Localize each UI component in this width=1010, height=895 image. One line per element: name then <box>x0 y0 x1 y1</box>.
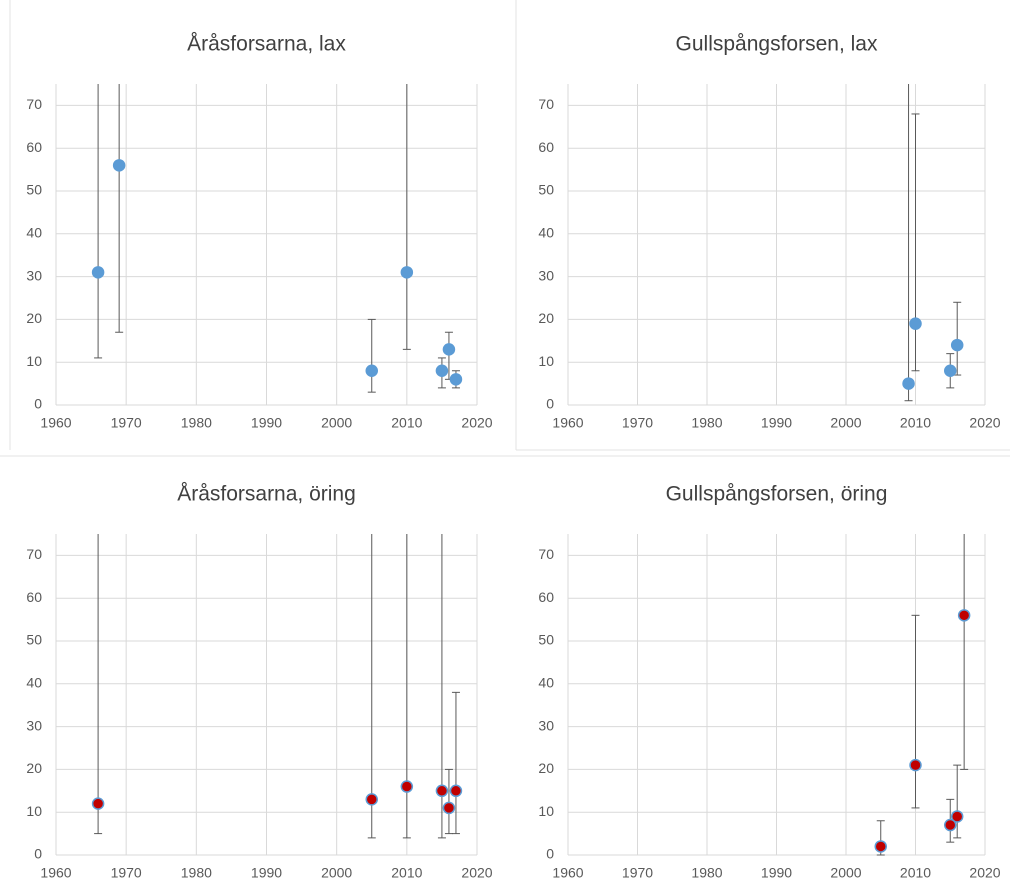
y-tick-label: 10 <box>26 353 42 369</box>
x-tick-label: 1970 <box>622 865 653 881</box>
chart-title: Gullspångsforsen, lax <box>676 33 878 56</box>
y-tick-label: 50 <box>538 632 554 648</box>
y-tick-label: 70 <box>538 546 554 562</box>
error-bars <box>876 534 969 856</box>
y-tick-label: 0 <box>34 396 42 412</box>
y-tick-label: 60 <box>538 589 554 605</box>
y-tick-label: 0 <box>546 396 554 412</box>
x-tick-label: 1960 <box>552 865 583 881</box>
point <box>957 609 971 622</box>
x-tick-label: 2000 <box>830 415 861 431</box>
y-tick-label: 0 <box>546 846 554 862</box>
x-tick-label: 1970 <box>111 865 142 881</box>
x-tick-label: 1980 <box>691 865 722 881</box>
x-tick-label: 1980 <box>181 415 212 431</box>
point <box>400 266 414 279</box>
point <box>449 784 463 798</box>
x-tick-label: 1980 <box>691 415 722 431</box>
x-tick-label: 2020 <box>461 865 492 881</box>
y-tick-label: 10 <box>538 803 554 819</box>
point <box>365 793 378 806</box>
y-tick-label: 30 <box>538 267 554 283</box>
x-tick-label: 1990 <box>251 865 282 881</box>
y-tick-label: 60 <box>26 589 42 605</box>
y-tick-label: 70 <box>538 96 554 112</box>
x-tick-label: 2020 <box>969 415 1000 431</box>
x-tick-label: 1970 <box>622 415 653 431</box>
y-tick-label: 50 <box>26 632 42 648</box>
chart-title: Gullspångsforsen, öring <box>666 483 888 506</box>
x-tick-label: 2010 <box>391 415 422 431</box>
point <box>950 338 964 352</box>
y-tick-label: 60 <box>538 139 554 155</box>
y-tick-label: 40 <box>538 675 554 691</box>
point <box>909 758 922 772</box>
point <box>400 780 414 793</box>
y-tick-label: 50 <box>26 182 42 198</box>
x-tick-label: 1990 <box>251 415 282 431</box>
x-tick-label: 2020 <box>969 865 1000 881</box>
chart: Åråsforsarna, öring 0 10 20 30 40 50 60 70 1960 19… <box>26 483 492 881</box>
point <box>442 801 456 815</box>
error-bars <box>94 534 460 839</box>
point <box>950 810 964 823</box>
y-tick-label: 60 <box>26 139 42 155</box>
x-tick-label: 1990 <box>761 415 792 431</box>
y-tick-label: 20 <box>538 760 554 776</box>
x-tick-label: 1990 <box>761 865 792 881</box>
y-tick-label: 70 <box>26 96 42 112</box>
point <box>91 266 105 279</box>
chart: Åråsforsarna, lax 0 10 20 30 40 50 60 70 1960 1970… <box>26 33 492 431</box>
y-tick-label: 0 <box>34 846 42 862</box>
x-tick-label: 2020 <box>461 415 492 431</box>
y-tick-label: 40 <box>26 675 42 691</box>
y-tick-label: 20 <box>26 310 42 326</box>
point <box>112 159 126 172</box>
x-tick-label: 2010 <box>900 415 931 431</box>
point <box>449 373 463 386</box>
chart: Gullspångsforsen, lax 0 10 20 30 40 50 60 70 1960… <box>538 33 1000 431</box>
y-tick-label: 40 <box>26 225 42 241</box>
x-tick-label: 1980 <box>181 865 212 881</box>
x-tick-label: 2000 <box>830 865 861 881</box>
y-tick-label: 30 <box>26 717 42 733</box>
y-tick-label: 70 <box>26 546 42 562</box>
point <box>442 343 456 356</box>
x-tick-label: 1960 <box>40 865 71 881</box>
x-tick-label: 2000 <box>321 415 352 431</box>
point <box>874 840 887 853</box>
chart: Gullspångsforsen, öring 0 10 20 30 40 50 60 70 19… <box>538 483 1000 881</box>
point <box>435 784 449 798</box>
error-bars <box>94 84 460 393</box>
y-tick-label: 10 <box>538 353 554 369</box>
point <box>944 818 957 832</box>
y-tick-label: 30 <box>538 717 554 733</box>
y-tick-label: 20 <box>26 760 42 776</box>
chart-title: Åråsforsarna, öring <box>177 483 356 506</box>
point <box>91 797 105 810</box>
point <box>909 317 922 330</box>
x-tick-label: 1960 <box>40 415 71 431</box>
y-tick-label: 10 <box>26 803 42 819</box>
y-tick-label: 30 <box>26 267 42 283</box>
point <box>902 377 915 390</box>
x-tick-label: 1970 <box>111 415 142 431</box>
x-tick-label: 1960 <box>552 415 583 431</box>
chart-title: Åråsforsarna, lax <box>187 33 346 56</box>
y-tick-label: 50 <box>538 182 554 198</box>
y-tick-label: 40 <box>538 225 554 241</box>
point <box>365 364 378 378</box>
point <box>944 364 957 378</box>
x-tick-label: 2010 <box>900 865 931 881</box>
x-tick-label: 2010 <box>391 865 422 881</box>
y-tick-label: 20 <box>538 310 554 326</box>
point <box>435 364 449 378</box>
x-tick-label: 2000 <box>321 865 352 881</box>
